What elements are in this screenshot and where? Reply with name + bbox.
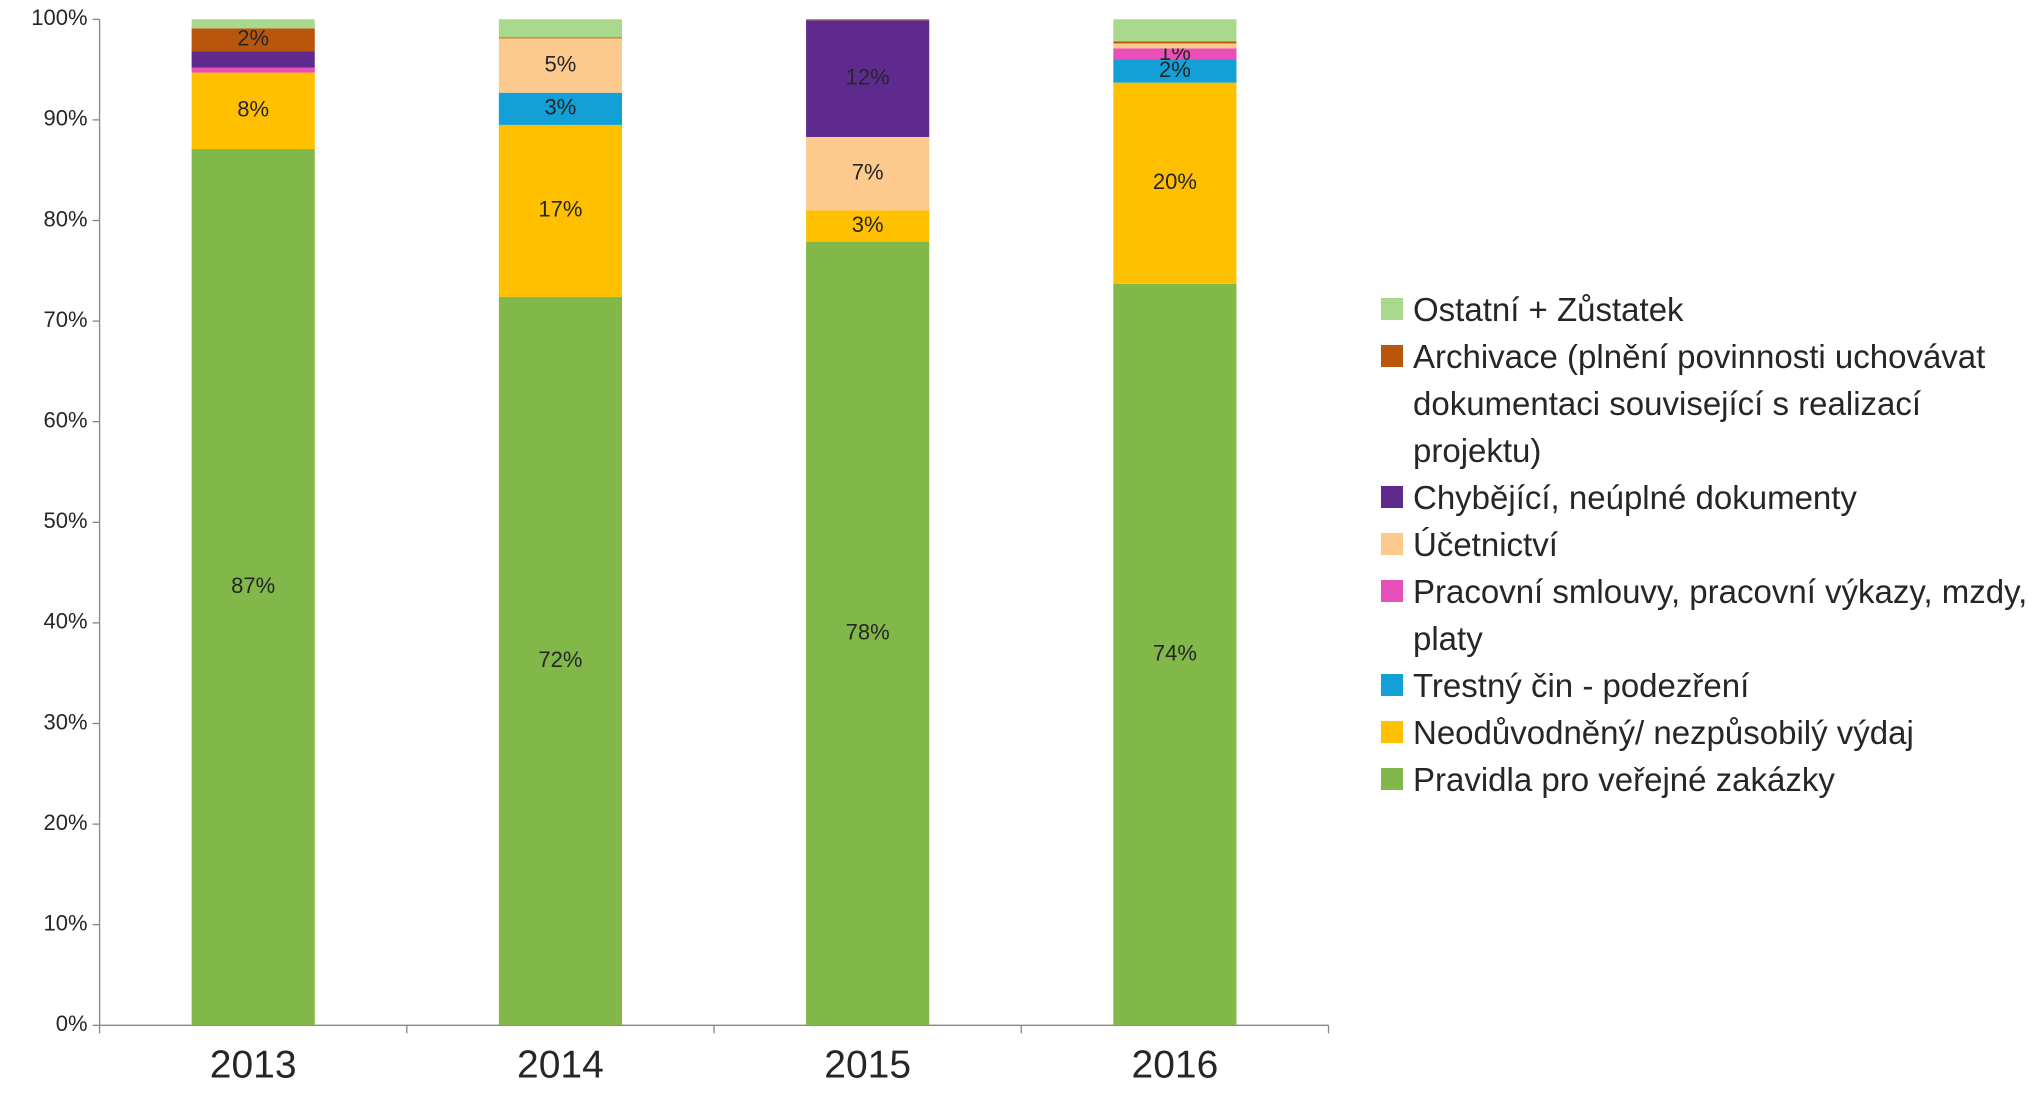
legend-item: Účetnictví [1381, 521, 2033, 568]
bar-segment [1113, 19, 1237, 42]
bar-segment [191, 51, 315, 68]
bar-segment [191, 19, 315, 29]
legend-item: Pracovní smlouvy, pracovní výkazy, mzdy,… [1381, 568, 2033, 662]
legend-label: Archivace (plnění povinnosti uchovávat d… [1413, 338, 1986, 469]
bar-segment [498, 37, 623, 39]
legend-swatch [1381, 674, 1403, 696]
legend-item: Pravidla pro veřejné zakázky [1381, 756, 2033, 803]
y-tick-label: 20% [44, 810, 88, 835]
bar-segment [498, 296, 623, 1026]
bar-segment [806, 210, 930, 242]
legend-swatch [1381, 580, 1403, 602]
y-tick-label: 60% [44, 408, 88, 433]
legend-item: Chybějící, neúplné dokumenty [1381, 474, 2033, 521]
y-tick-label: 40% [44, 609, 88, 634]
x-tick-label: 2013 [210, 1044, 297, 1087]
data-label: 74% [1153, 640, 1197, 665]
legend-swatch [1381, 345, 1403, 367]
legend-item: Trestný čin - podezření [1381, 662, 2033, 709]
data-label: 72% [538, 647, 582, 672]
data-label: 5% [545, 51, 577, 76]
bar-segment [498, 19, 623, 38]
legend-label: Chybějící, neúplné dokumenty [1413, 479, 1857, 516]
data-label: 87% [231, 573, 275, 598]
bar-segment [498, 92, 623, 125]
bar-segment [806, 241, 930, 1026]
bar-segment [498, 38, 623, 93]
data-label: 20% [1153, 169, 1197, 194]
y-tick-label: 0% [56, 1011, 88, 1036]
bar-segment [806, 20, 930, 137]
bar-segment [191, 67, 315, 73]
bar-segment [1113, 41, 1237, 44]
bar-segment [1113, 82, 1237, 284]
data-label: 3% [852, 212, 884, 237]
legend-swatch [1381, 298, 1403, 320]
legend: Ostatní + Zůstatek Archivace (plnění povi… [1381, 286, 2033, 803]
legend-label: Pravidla pro veřejné zakázky [1413, 761, 1835, 798]
legend-item: Neodůvodněný/ nezpůsobilý výdaj [1381, 709, 2033, 756]
bar-segment [1113, 59, 1237, 83]
legend-label: Trestný čin - podezření [1413, 667, 1750, 704]
y-tick-label: 90% [44, 106, 88, 131]
data-label: 78% [846, 619, 890, 644]
legend-item: Ostatní + Zůstatek [1381, 286, 2033, 333]
data-label: 3% [545, 95, 577, 120]
legend-item: Archivace (plnění povinnosti uchovávat d… [1381, 333, 2033, 474]
bar-segment [498, 124, 623, 297]
bar-segment [806, 136, 930, 211]
data-label: 12% [846, 64, 890, 89]
legend-swatch [1381, 533, 1403, 555]
y-tick-label: 100% [31, 5, 87, 30]
legend-label: Pracovní smlouvy, pracovní výkazy, mzdy,… [1413, 573, 2028, 657]
legend-label: Ostatní + Zůstatek [1413, 291, 1684, 328]
legend-swatch [1381, 721, 1403, 743]
x-tick-label: 2015 [824, 1044, 911, 1087]
bar-segment [191, 72, 315, 150]
legend-swatch [1381, 486, 1403, 508]
x-tick-label: 2014 [517, 1044, 604, 1087]
y-tick-label: 50% [44, 508, 88, 533]
y-tick-label: 80% [44, 206, 88, 231]
bar-segment [806, 19, 930, 21]
data-label: 2% [1159, 57, 1191, 82]
bar-segment [1113, 48, 1237, 60]
data-label: 2% [237, 26, 269, 51]
y-tick-label: 70% [44, 307, 88, 332]
y-tick-label: 10% [44, 911, 88, 936]
legend-label: Neodůvodněný/ nezpůsobilý výdaj [1413, 714, 1914, 751]
data-label: 17% [538, 197, 582, 222]
bar-segment [191, 149, 315, 1026]
data-label: 7% [852, 160, 884, 185]
legend-label: Účetnictví [1413, 526, 1558, 563]
data-label: 8% [237, 97, 269, 122]
y-tick-label: 30% [44, 709, 88, 734]
bar-segment [1113, 43, 1237, 49]
bar-segment [1113, 283, 1237, 1026]
x-tick-label: 2016 [1132, 1044, 1219, 1087]
legend-swatch [1381, 768, 1403, 790]
bar-segment [191, 28, 315, 52]
